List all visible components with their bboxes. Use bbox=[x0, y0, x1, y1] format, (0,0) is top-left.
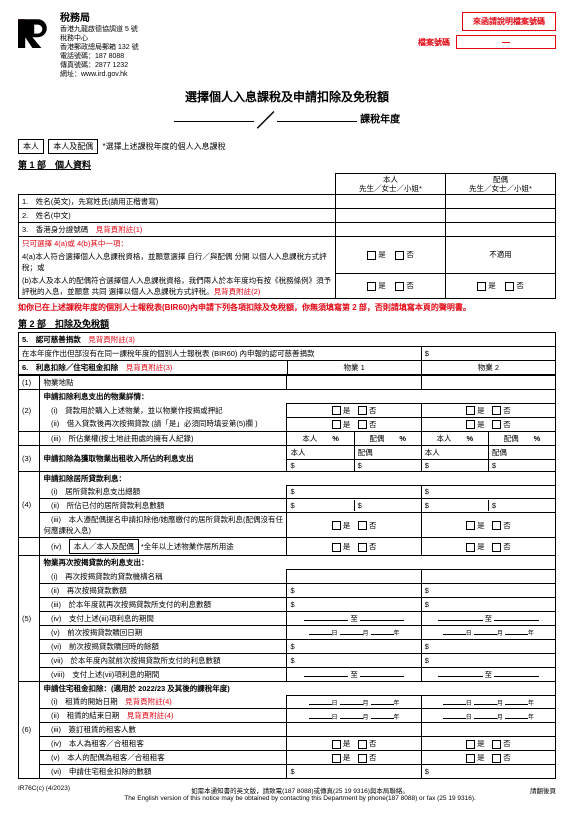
4a-self-yes[interactable] bbox=[367, 251, 376, 260]
ird-logo bbox=[18, 12, 54, 48]
logo-address-block: 稅務局 香港九龍啟德協調道 5 號 稅務中心 香港郵政總局郵箱 132 號 電話… bbox=[18, 12, 139, 80]
hkid-self[interactable] bbox=[336, 222, 446, 236]
4b-self-yes[interactable] bbox=[367, 282, 376, 291]
dept-name: 稅務局 bbox=[60, 12, 139, 25]
file-no-label: 檔案號碼 bbox=[418, 37, 450, 48]
4b-spouse-yes[interactable] bbox=[477, 282, 486, 291]
header: 稅務局 香港九龍啟德協調道 5 號 稅務中心 香港郵政總局郵箱 132 號 電話… bbox=[18, 12, 556, 80]
bir60-warning: 如你已在上述課稅年度的個別人士報稅表(BIR60)內申請下列各項扣除及免稅額，你… bbox=[18, 302, 556, 313]
tax-year-line: ／ 課稅年度 bbox=[18, 107, 556, 133]
part1-header: 第 1 部 個人資料 bbox=[18, 158, 556, 171]
form-title: 選擇個人入息課稅及申請扣除及免稅額 bbox=[18, 88, 556, 105]
turn-page: 請翻後頁 bbox=[530, 785, 556, 802]
choice-self[interactable]: 本人 bbox=[18, 139, 44, 154]
name-en-self[interactable] bbox=[336, 194, 446, 208]
address-text: 稅務局 香港九龍啟德協調道 5 號 稅務中心 香港郵政總局郵箱 132 號 電話… bbox=[60, 12, 139, 80]
4b-self-no[interactable] bbox=[395, 282, 404, 291]
name-cn-self[interactable] bbox=[336, 208, 446, 222]
quote-file-hint: 來函請說明檔案號碼 bbox=[462, 12, 556, 31]
red-hint-block: 來函請說明檔案號碼 檔案號碼 bbox=[418, 12, 556, 80]
part2-header: 第 2 部 扣除及免稅額 bbox=[18, 317, 556, 330]
footer: IR76C(c) (4/2023) 如需本通知書的英文版，請致電(187 808… bbox=[18, 785, 556, 802]
donation-amt[interactable] bbox=[421, 346, 555, 360]
addr1[interactable] bbox=[287, 375, 421, 389]
election-choice: 本人 本人及配偶 *選擇上述課稅年度的個人入息課稅 bbox=[18, 139, 556, 154]
form-id: IR76C(c) (4/2023) bbox=[18, 785, 70, 802]
file-no-input[interactable] bbox=[456, 35, 556, 49]
year-to[interactable] bbox=[277, 121, 357, 122]
choice-self-spouse[interactable]: 本人及配偶 bbox=[48, 139, 98, 154]
addr2[interactable] bbox=[421, 375, 555, 389]
part1-table: 本人 先生／女士／小姐* 配偶 先生／女士／小姐* 1. 姓名(英文)，先寫姓氏… bbox=[18, 173, 556, 299]
4b-spouse-no[interactable] bbox=[505, 282, 514, 291]
name-cn-spouse[interactable] bbox=[446, 208, 556, 222]
name-en-spouse[interactable] bbox=[446, 194, 556, 208]
part2-table: 5. 認可慈善捐款 見背頁附註(3) 在本年度作出但部沒有在同一課稅年度的個別人… bbox=[18, 332, 556, 375]
4a-self-no[interactable] bbox=[395, 251, 404, 260]
hkid-spouse[interactable] bbox=[446, 222, 556, 236]
year-from[interactable] bbox=[174, 121, 254, 122]
part2-details: (1) 物業地點 (2) 申請扣除利息支出的物業詳情： (i) 貸款用於購入上述… bbox=[18, 375, 556, 780]
